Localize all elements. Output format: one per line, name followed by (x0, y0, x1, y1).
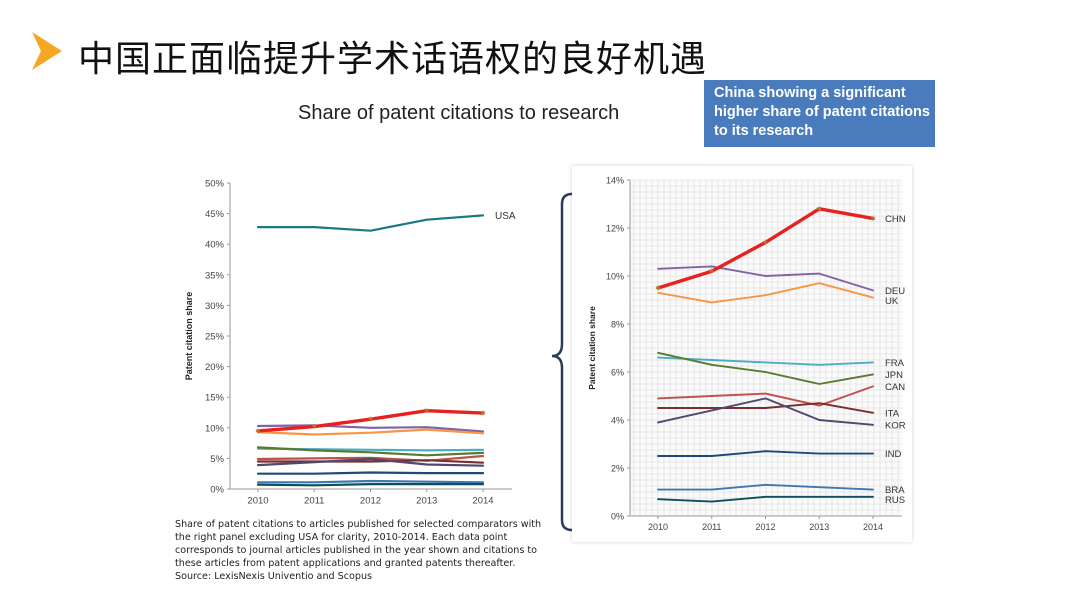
y-axis-label: Patent citation share (184, 292, 194, 381)
right-chart: 0% 2% 4% 6% 8% 10% 12% 14% 2010 2011 2012 2013 2014 P… (587, 176, 906, 533)
play-arrow-icon (32, 32, 62, 70)
series-line-ita (657, 402, 874, 414)
x-tick-label: 2014 (472, 496, 493, 507)
y-tick-label: 6% (611, 368, 624, 378)
chn-marker-2013: ✶ (815, 204, 823, 214)
series-label-jpn: JPN (885, 370, 903, 381)
y-tick-label: 50% (205, 179, 225, 190)
series-label-rus: RUS (885, 495, 905, 506)
caption-line: corresponds to journal articles publishe… (175, 545, 538, 556)
x-tick-label: 2010 (648, 522, 668, 532)
series-line-rus (256, 483, 485, 487)
series-label-chn: CHN (885, 214, 906, 225)
figure-caption: Share of patent citations to articles pu… (175, 518, 565, 583)
series-line-jpn (657, 351, 874, 385)
y-tick-label: 35% (205, 270, 225, 281)
series-line-chn (656, 207, 875, 290)
y-tick-label: 45% (205, 209, 225, 220)
y-tick-label: 10% (205, 423, 225, 434)
series-line-ind (657, 450, 874, 457)
y-tick-label: 0% (210, 485, 224, 496)
chn-marker-2010: ✶ (654, 283, 662, 293)
series-label-can: CAN (885, 382, 905, 393)
series-label-uk: UK (885, 296, 899, 307)
chart-title: Share of patent citations to research (298, 102, 620, 124)
x-tick-label: 2012 (755, 522, 775, 532)
series-label-deu: DEU (885, 286, 905, 297)
series-label-ita: ITA (885, 408, 900, 419)
series-line-deu (256, 424, 485, 433)
series-line-kor (657, 397, 874, 426)
y-tick-label: 25% (205, 332, 225, 343)
caption-line: Share of patent citations to articles pu… (175, 519, 542, 530)
callout-box: China showing a significant higher share… (704, 80, 935, 147)
right-chart-panel: 0% 2% 4% 6% 8% 10% 12% 14% 2010 2011 2012 2013 2014 P… (572, 166, 912, 542)
chn-marker-2010: ✶ (254, 426, 262, 436)
caption-source: Source: LexisNexis Univentio and Scopus (175, 571, 373, 582)
y-tick-label: 4% (611, 416, 624, 426)
y-tick-label: 40% (205, 240, 225, 251)
series-line-rus (657, 495, 874, 503)
chn-marker-2012: ✶ (367, 414, 375, 424)
series-label-usa: USA (495, 211, 516, 222)
caption-line: the right panel excluding USA for clarit… (175, 532, 508, 543)
chn-marker-2014: ✶ (479, 408, 487, 418)
y-tick-label: 2% (611, 464, 624, 474)
series-line-can (256, 454, 485, 462)
series-line-bra (657, 483, 874, 491)
chn-marker-2013: ✶ (423, 406, 431, 416)
slide-title: 中国正面临提升学术话语权的良好机遇 (78, 39, 708, 80)
y-tick-label: 20% (205, 362, 225, 373)
bracket-icon (551, 192, 573, 532)
x-tick-label: 2011 (304, 496, 324, 507)
y-axis-label: Patent citation share (587, 306, 597, 390)
series-line-kor (256, 457, 485, 467)
x-tick-label: 2012 (360, 496, 381, 507)
y-tick-label: 0% (611, 512, 624, 522)
caption-line: these articles from patent applications … (175, 558, 516, 569)
series-line-ind (256, 471, 485, 475)
y-tick-label: 30% (205, 301, 225, 312)
series-line-deu (657, 265, 874, 292)
series-label-kor: KOR (885, 420, 906, 431)
y-tick-label: 8% (611, 320, 624, 330)
series-label-bra: BRA (885, 485, 905, 496)
series-line-uk (256, 428, 485, 436)
series-line-jpn (256, 446, 485, 457)
chn-marker-2014: ✶ (869, 213, 877, 223)
callout-text: China showing a significant higher share… (714, 85, 930, 139)
y-tick-label: 10% (606, 272, 624, 282)
series-line-chn (256, 408, 485, 433)
x-tick-label: 2014 (863, 522, 883, 532)
series-label-fra: FRA (885, 358, 905, 369)
y-tick-label: 15% (205, 393, 225, 404)
chn-marker-2012: ✶ (762, 237, 770, 247)
series-label-ind: IND (885, 449, 902, 460)
chn-marker-2011: ✶ (310, 422, 318, 432)
chn-marker-2011: ✶ (708, 266, 716, 276)
y-tick-label: 14% (606, 176, 624, 186)
left-chart: 0% 5% 10% 15% 20% 25% 30% 35% 40% 45% 50% 2010 2011 2… (184, 179, 516, 507)
x-tick-label: 2011 (702, 522, 721, 532)
x-tick-label: 2010 (247, 496, 268, 507)
x-tick-label: 2013 (416, 496, 437, 507)
y-tick-label: 5% (210, 454, 224, 465)
series-line-bra (256, 479, 485, 484)
x-tick-label: 2013 (809, 522, 829, 532)
series-line-usa (256, 214, 485, 232)
series-line-uk (657, 282, 874, 304)
y-tick-label: 12% (606, 224, 624, 234)
series-line-ita (256, 459, 485, 464)
series-line-can (657, 385, 874, 407)
series-line-fra (657, 356, 874, 366)
